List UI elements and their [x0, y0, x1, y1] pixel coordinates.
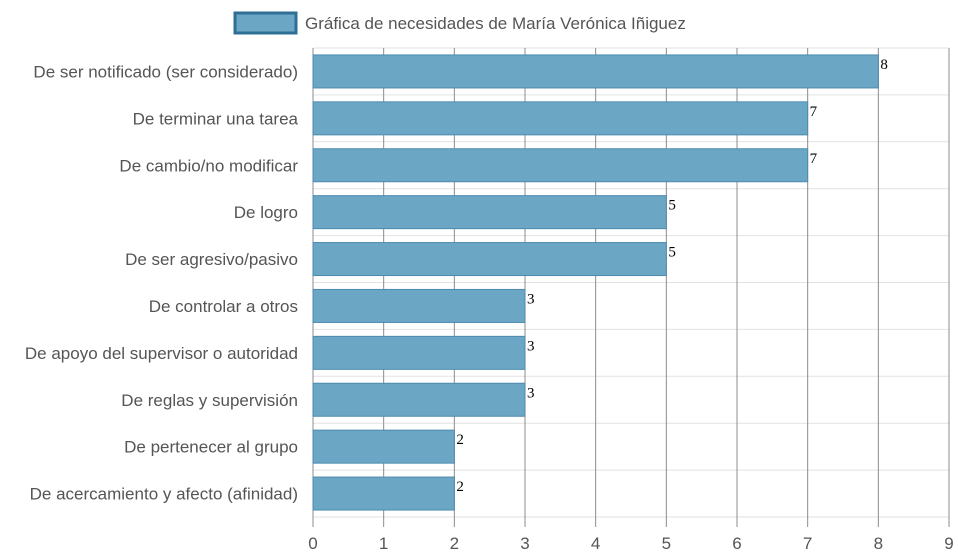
category-label: De reglas y supervisión [121, 391, 298, 410]
bar[interactable] [312, 54, 879, 89]
x-tick-label: 7 [803, 534, 812, 553]
bar[interactable] [312, 242, 667, 277]
x-tick-label: 3 [520, 534, 529, 553]
category-label: De controlar a otros [149, 297, 298, 316]
bar[interactable] [312, 101, 809, 136]
category-label: De acercamiento y afecto (afinidad) [30, 485, 298, 504]
bar-value-label: 3 [527, 338, 535, 354]
bar[interactable] [312, 195, 667, 230]
bar-value-label: 7 [810, 104, 818, 120]
x-axis-tick-labels: 0 1 2 3 4 5 6 7 8 9 [308, 534, 953, 553]
category-label: De apoyo del supervisor o autoridad [25, 344, 298, 363]
x-tick-label: 5 [662, 534, 671, 553]
category-label: De pertenecer al grupo [124, 438, 298, 457]
category-label: De terminar una tarea [133, 109, 299, 128]
bar[interactable] [312, 382, 526, 417]
bar-value-label: 2 [456, 432, 464, 448]
data-labels: 8 7 7 5 5 3 3 3 2 2 [456, 57, 887, 495]
bar[interactable] [312, 288, 526, 323]
x-tick-label: 4 [591, 534, 600, 553]
bar[interactable] [312, 429, 455, 464]
x-tick-label: 1 [379, 534, 388, 553]
legend-label: Gráfica de necesidades de María Verónica… [305, 14, 686, 33]
category-label: De ser agresivo/pasivo [125, 250, 298, 269]
bar-value-label: 3 [527, 385, 535, 401]
bars [312, 54, 879, 511]
bar-value-label: 7 [810, 151, 818, 167]
x-tick-label: 2 [450, 534, 459, 553]
x-tick-label: 0 [308, 534, 317, 553]
bar[interactable] [312, 335, 526, 370]
bar[interactable] [312, 148, 809, 183]
minor-gridlines [313, 47, 949, 518]
bar-value-label: 2 [456, 479, 464, 495]
x-tick-label: 8 [874, 534, 883, 553]
category-label: De logro [234, 203, 298, 222]
legend-swatch [233, 11, 298, 35]
x-tick-label: 6 [732, 534, 741, 553]
bar[interactable] [312, 476, 455, 511]
category-label: De cambio/no modificar [119, 156, 298, 175]
legend[interactable]: Gráfica de necesidades de María Verónica… [233, 11, 686, 35]
x-tick-label: 9 [944, 534, 953, 553]
category-labels: De ser notificado (ser considerado) De te… [25, 62, 299, 503]
bar-value-label: 5 [668, 245, 676, 261]
bar-value-label: 5 [668, 198, 676, 214]
bar-value-label: 3 [527, 291, 535, 307]
category-label: De ser notificado (ser considerado) [33, 62, 298, 81]
bar-value-label: 8 [880, 57, 888, 73]
